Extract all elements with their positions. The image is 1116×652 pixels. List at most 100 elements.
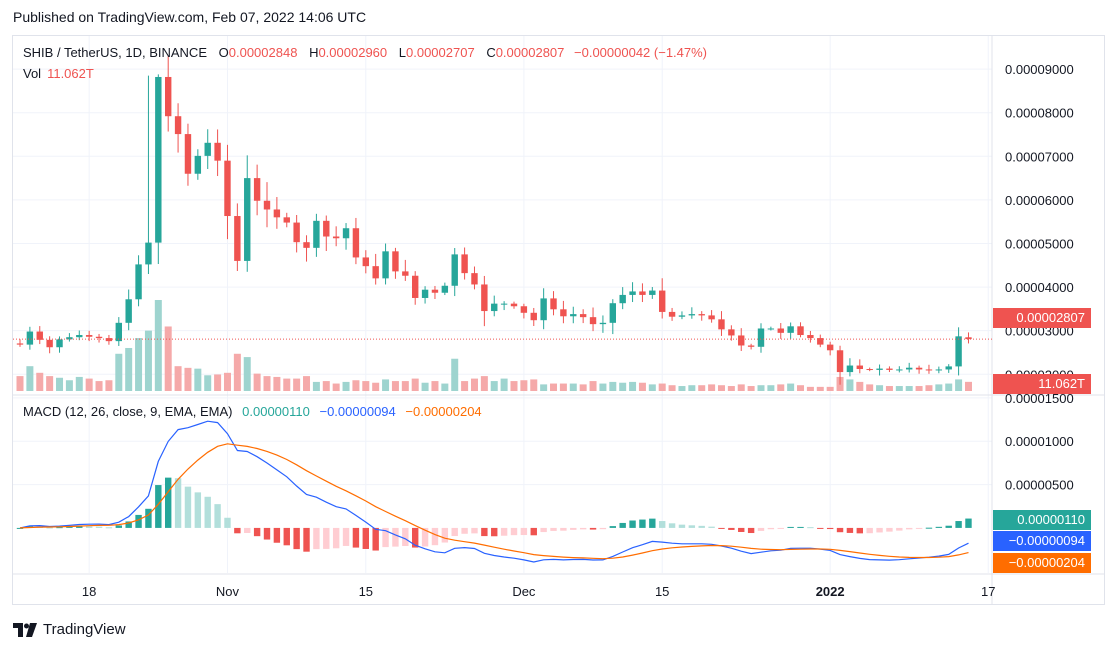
- volume-bar-21: [223, 372, 231, 391]
- candle-27: [283, 212, 290, 228]
- candle-body-66: [668, 311, 676, 317]
- candle-90: [906, 362, 913, 373]
- candle-2: [36, 326, 43, 345]
- candle-body-87: [876, 368, 883, 370]
- candle-body-24: [253, 178, 261, 201]
- macd-hist-bar-28: [293, 527, 300, 550]
- candle-73: [738, 328, 745, 351]
- candle-body-50: [510, 303, 518, 307]
- macd-hist-bar-72: [728, 527, 735, 530]
- candle-body-32: [332, 236, 340, 239]
- candle-33: [342, 223, 350, 250]
- volume-bar-11: [125, 347, 133, 391]
- volume-bar-43: [441, 383, 449, 391]
- macd-hist-bar-49: [500, 527, 508, 536]
- candle-body-63: [639, 291, 646, 295]
- candle-28: [293, 214, 300, 253]
- price-tick-label-5: 0.00004000: [1005, 280, 1074, 295]
- volume-bar-56: [569, 383, 577, 391]
- macd-hist-bar-65: [659, 521, 666, 528]
- volume-bar-4: [56, 377, 64, 391]
- macd-hist-bar-87: [876, 527, 883, 533]
- volume-bar-65: [658, 383, 666, 391]
- candle-39: [402, 259, 409, 281]
- volume-bar-30: [312, 381, 320, 391]
- candle-49: [500, 301, 508, 311]
- macd-hist-bar-32: [332, 527, 340, 549]
- candle-body-68: [688, 314, 696, 316]
- candle-body-77: [777, 328, 784, 333]
- candle-25: [263, 182, 271, 228]
- macd-hist-bar-61: [619, 522, 626, 528]
- candle-body-46: [471, 273, 478, 285]
- macd-hist-bar-27: [283, 527, 290, 546]
- volume-bar-74: [747, 386, 755, 391]
- volume-bar-7: [85, 378, 93, 391]
- candle-body-12: [135, 264, 142, 300]
- volume-bar-60: [609, 381, 617, 391]
- candle-66: [668, 307, 676, 321]
- price-legend: SHIB / TetherUS, 1D, BINANCE O0.00002848…: [23, 45, 707, 60]
- candle-42: [431, 285, 439, 300]
- macd-signal-value: −0.00000204: [405, 404, 482, 419]
- volume-value: 11.062T: [47, 66, 94, 81]
- volume-bar-59: [599, 383, 607, 391]
- candle-body-27: [283, 217, 290, 223]
- published-note: Published on TradingView.com, Feb 07, 20…: [13, 9, 367, 25]
- volume-bar-29: [303, 376, 311, 391]
- volume-bars: [16, 300, 972, 391]
- volume-bar-12: [135, 338, 143, 391]
- candle-body-59: [599, 322, 607, 325]
- candle-body-26: [273, 209, 281, 218]
- macd-hist-bar-15: [165, 477, 172, 528]
- candle-0: [16, 339, 24, 347]
- candle-9: [105, 334, 113, 345]
- macd-hist-bar-17: [184, 486, 192, 528]
- time-axis-labels: 18Nov15Dec15202217Feb15: [82, 584, 996, 599]
- macd-hist-bar-79: [797, 526, 804, 528]
- macd-hist-bar-94: [945, 525, 952, 528]
- macd-hist-bar-21: [224, 517, 231, 528]
- open-label: O: [218, 45, 229, 60]
- macd-hist-bar-42: [431, 527, 439, 546]
- high-value: 0.00002960: [318, 45, 388, 60]
- candle-34: [352, 217, 360, 265]
- tradingview-logo[interactable]: TradingView: [13, 621, 126, 638]
- candle-body-38: [392, 251, 399, 272]
- macd-hist-bar-93: [935, 526, 943, 528]
- volume-bar-32: [332, 383, 340, 391]
- candle-80: [807, 330, 814, 343]
- candle-15: [165, 56, 172, 132]
- volume-bar-52: [530, 379, 538, 391]
- macd-hist-bar-88: [886, 527, 893, 532]
- volume-bar-19: [204, 375, 212, 391]
- volume-bar-54: [550, 383, 558, 391]
- candle-body-95: [955, 336, 962, 367]
- volume-bar-24: [253, 373, 261, 391]
- candle-54: [550, 291, 557, 316]
- macd-hist-bar-38: [392, 527, 399, 547]
- candle-64: [649, 287, 656, 299]
- volume-bar-18: [194, 368, 202, 391]
- candle-body-71: [718, 319, 725, 330]
- candle-body-25: [263, 200, 271, 210]
- macd-hist-bar-11: [125, 521, 132, 528]
- candle-body-5: [66, 337, 73, 340]
- candle-body-9: [105, 338, 113, 342]
- volume-bar-76: [767, 385, 775, 391]
- candle-59: [599, 315, 607, 333]
- macd-hist-bar-56: [570, 527, 577, 530]
- macd-hist-value: 0.00000110: [242, 404, 310, 419]
- candle-86: [866, 367, 873, 372]
- candle-body-28: [293, 222, 300, 243]
- volume-bar-25: [263, 376, 271, 391]
- macd-hist-bar-95: [955, 521, 962, 528]
- candle-body-73: [738, 335, 745, 346]
- candle-63: [639, 283, 646, 303]
- candle-body-76: [767, 328, 775, 330]
- volume-bar-2: [36, 372, 44, 391]
- macd-hist-bar-25: [263, 527, 271, 540]
- candle-body-70: [708, 315, 715, 320]
- candle-10: [115, 317, 122, 346]
